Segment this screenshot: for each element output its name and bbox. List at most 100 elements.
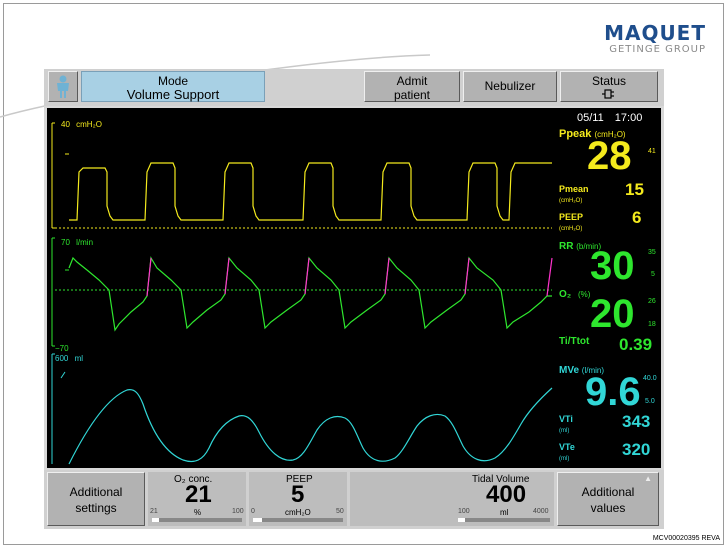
- vti-value: 343: [622, 412, 651, 431]
- additional-settings-label-2: settings: [75, 501, 117, 515]
- peep-slider-fill: [253, 518, 262, 522]
- pmean-value: 15: [625, 180, 644, 199]
- o2-conc-min: 21: [150, 508, 158, 515]
- bottom-toolbar: Additional settings O₂ conc. 21 21 % 100…: [44, 470, 664, 529]
- pmean-name: Pmean: [559, 184, 589, 194]
- pmean-label: Pmean (cmH₂O): [559, 184, 589, 206]
- additional-settings-button[interactable]: Additional settings: [47, 472, 145, 526]
- additional-settings-label-1: Additional: [69, 485, 123, 499]
- rr-value: 30: [590, 244, 635, 288]
- vte-name: VTe: [559, 442, 575, 452]
- rr-unit: (b/min): [576, 242, 602, 251]
- pressure-unit: cmH₂O: [76, 120, 102, 129]
- additional-values-label-2: values: [590, 501, 626, 515]
- date-time: 05/11 17:00: [577, 112, 642, 124]
- tidal-volume-max: 4000: [533, 508, 549, 515]
- ventilator-screen: Mode Volume Support Admit patient Nebuli…: [44, 69, 664, 529]
- admit-patient-button[interactable]: Admit patient: [364, 71, 460, 102]
- admit-label-1: Admit: [396, 74, 428, 88]
- tidal-volume-unit: ml: [500, 508, 509, 517]
- peep-measured-label: PEEP (cmH₂O): [559, 212, 583, 234]
- flow-curve: [68, 256, 552, 332]
- brand-name: MAQUET: [604, 21, 706, 45]
- tidal-volume-value: 400: [486, 481, 527, 508]
- o2-alarm-upper: 26: [648, 298, 656, 305]
- date: 05/11: [577, 112, 604, 124]
- vti-unit: (ml): [559, 428, 570, 434]
- status-label: Status: [591, 74, 627, 88]
- peep-unit: (cmH₂O): [559, 226, 583, 232]
- scroll-up-icon: ▲: [644, 474, 652, 483]
- o2-conc-knob[interactable]: O₂ conc. 21 21 % 100: [148, 472, 246, 526]
- waveforms: [51, 122, 553, 465]
- tidal-volume-knob[interactable]: Tidal Volume 400 100 ml 4000: [350, 472, 554, 526]
- flow-inspiratory-segment: [146, 257, 553, 297]
- vti-name: VTi: [559, 414, 573, 424]
- mve-value: 9.6: [585, 370, 641, 414]
- peep-knob[interactable]: PEEP 5 0 cmH₂O 50: [249, 472, 347, 526]
- nebulizer-button[interactable]: Nebulizer: [463, 71, 557, 102]
- mve-name: MVe: [559, 365, 580, 376]
- o2-conc-name: O₂ conc.: [174, 474, 213, 485]
- rr-alarm-upper: 35: [648, 249, 656, 256]
- tidal-volume-min: 100: [458, 508, 470, 515]
- flow-scale: 70: [61, 238, 70, 247]
- mode-value: Volume Support: [126, 87, 220, 102]
- additional-values-button[interactable]: ▲ Additional values: [557, 472, 659, 526]
- additional-values-label-1: Additional: [581, 485, 635, 499]
- peep-setting-min: 0: [251, 508, 255, 515]
- top-toolbar: Mode Volume Support Admit patient Nebuli…: [44, 69, 664, 106]
- tidal-volume-slider: [458, 518, 550, 522]
- adult-patient-icon: [57, 75, 69, 98]
- vti-label: VTi (ml): [559, 414, 573, 436]
- mode-title: Mode: [157, 74, 189, 88]
- o2-label: O₂ (%): [559, 289, 590, 300]
- patient-category-button[interactable]: [48, 71, 78, 102]
- vte-unit: (ml): [559, 456, 570, 462]
- o2-conc-slider: [152, 518, 242, 522]
- peep-slider: [253, 518, 343, 522]
- peep-setting-value: 5: [291, 481, 305, 508]
- o2-conc-value: 21: [185, 481, 212, 508]
- ppeak-unit: (cmH₂O): [594, 130, 626, 139]
- o2-value: 20: [590, 292, 635, 336]
- titot-value: 0.39: [619, 335, 653, 354]
- ppeak-name: Ppeak: [559, 128, 592, 140]
- peep-setting-max: 50: [336, 508, 344, 515]
- mve-alarm-lower: 5.0: [645, 398, 655, 405]
- tidal-volume-slider-fill: [458, 518, 466, 522]
- tidal-volume-name: Tidal Volume: [472, 474, 530, 485]
- maquet-logo: MAQUET GETINGE GROUP: [604, 22, 706, 56]
- o2-unit: (%): [578, 290, 591, 299]
- battery-plug-icon: [602, 89, 614, 99]
- mve-label: MVe (l/min): [559, 365, 604, 376]
- volume-scale: 600: [55, 354, 69, 363]
- o2-name: O₂: [559, 289, 572, 300]
- vte-label: VTe (ml): [559, 442, 575, 464]
- vte-value: 320: [622, 440, 651, 459]
- status-button[interactable]: Status: [560, 71, 658, 102]
- pressure-curve: [69, 162, 552, 221]
- mve-unit: (l/min): [581, 366, 605, 375]
- peep-name: PEEP: [559, 212, 584, 222]
- mode-button[interactable]: Mode Volume Support: [81, 71, 265, 102]
- ppeak-alarm-upper: 41: [648, 148, 656, 155]
- peep-setting-unit: cmH₂O: [285, 508, 311, 517]
- titot-label: Ti/Ttot: [559, 336, 590, 347]
- document-reference: MCV00020395 REVA: [652, 535, 720, 542]
- admit-label-2: patient: [393, 88, 431, 102]
- nebulizer-label: Nebulizer: [484, 79, 536, 93]
- pmean-unit: (cmH₂O): [559, 198, 583, 204]
- volume-unit: ml: [74, 354, 84, 363]
- waveform-panel: 40 cmH₂O 70 l/min −70 600 ml 05/11 17:00…: [47, 108, 661, 468]
- o2-conc-unit: %: [194, 508, 202, 517]
- pressure-scale: 40: [61, 120, 70, 129]
- flow-unit: l/min: [76, 238, 94, 247]
- flow-min: −70: [55, 344, 69, 353]
- o2-conc-max: 100: [232, 508, 244, 515]
- volume-curve: [68, 387, 553, 465]
- time: 17:00: [614, 112, 643, 124]
- o2-conc-slider-fill: [152, 518, 160, 522]
- ppeak-label: Ppeak (cmH₂O): [559, 128, 626, 140]
- peep-measured-value: 6: [632, 208, 642, 227]
